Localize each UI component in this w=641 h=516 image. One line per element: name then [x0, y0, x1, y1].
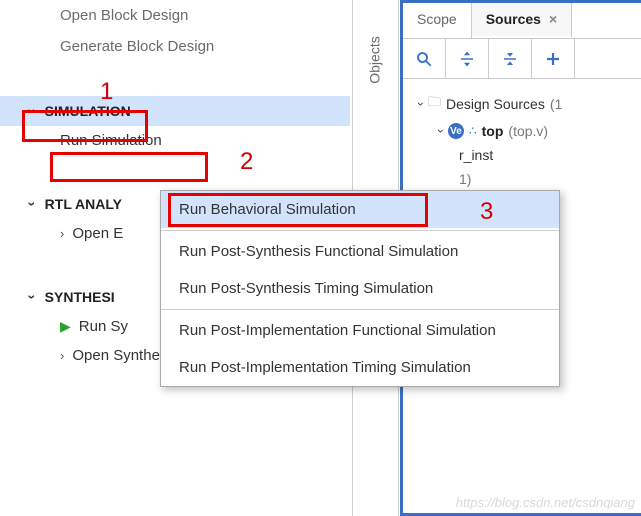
menu-separator [161, 230, 559, 231]
run-post-impl-func-sim[interactable]: Run Post-Implementation Functional Simul… [161, 312, 559, 349]
play-icon: ▶ [60, 318, 71, 335]
chevron-down-icon: › [24, 202, 40, 207]
run-simulation[interactable]: Run Simulation [0, 126, 350, 155]
close-icon[interactable]: × [549, 11, 557, 27]
add-icon[interactable] [532, 39, 575, 79]
chevron-down-icon: › [24, 295, 40, 300]
synth-label: SYNTHESI [45, 289, 115, 305]
run-post-synth-func-sim[interactable]: Run Post-Synthesis Functional Simulation [161, 233, 559, 270]
tab-bar: Scope Sources× [403, 3, 641, 39]
sources-toolbar [403, 39, 641, 79]
menu-separator [161, 309, 559, 310]
run-post-synth-timing-sim[interactable]: Run Post-Synthesis Timing Simulation [161, 270, 559, 307]
open-block-design[interactable]: Open Block Design [0, 0, 350, 31]
run-behavioral-simulation[interactable]: Run Behavioral Simulation [161, 191, 559, 228]
chevron-right-icon: › [60, 226, 64, 241]
simulation-label: SIMULATION [45, 103, 131, 119]
chevron-down-icon: › [414, 102, 428, 106]
objects-tab[interactable]: Objects [353, 0, 397, 120]
chevron-right-icon: › [60, 348, 64, 363]
chevron-down-icon: › [24, 109, 40, 114]
simulation-context-menu: Run Behavioral Simulation Run Post-Synth… [160, 190, 560, 387]
run-post-impl-timing-sim[interactable]: Run Post-Implementation Timing Simulatio… [161, 349, 559, 386]
expand-icon[interactable] [489, 39, 532, 79]
simulation-section[interactable]: › SIMULATION [0, 96, 350, 126]
tree-row[interactable]: 1) [411, 167, 633, 191]
search-icon[interactable] [403, 39, 446, 79]
chevron-down-icon: › [434, 129, 448, 133]
watermark: https://blog.csdn.net/csdnqiang [456, 495, 635, 510]
design-sources-node[interactable]: › 🗀 Design Sources (1 [411, 89, 633, 119]
collapse-icon[interactable] [446, 39, 489, 79]
generate-block-design[interactable]: Generate Block Design [0, 31, 350, 62]
instance-node[interactable]: r_inst [411, 143, 633, 167]
tab-scope[interactable]: Scope [403, 3, 472, 38]
rtl-label: RTL ANALY [45, 196, 122, 212]
hierarchy-icon: ∴ [469, 124, 477, 138]
top-node[interactable]: › Ve ∴ top (top.v) [411, 119, 633, 143]
folder-icon: 🗀 [428, 93, 441, 115]
verilog-icon: Ve [448, 123, 464, 139]
tab-sources[interactable]: Sources× [472, 3, 572, 38]
